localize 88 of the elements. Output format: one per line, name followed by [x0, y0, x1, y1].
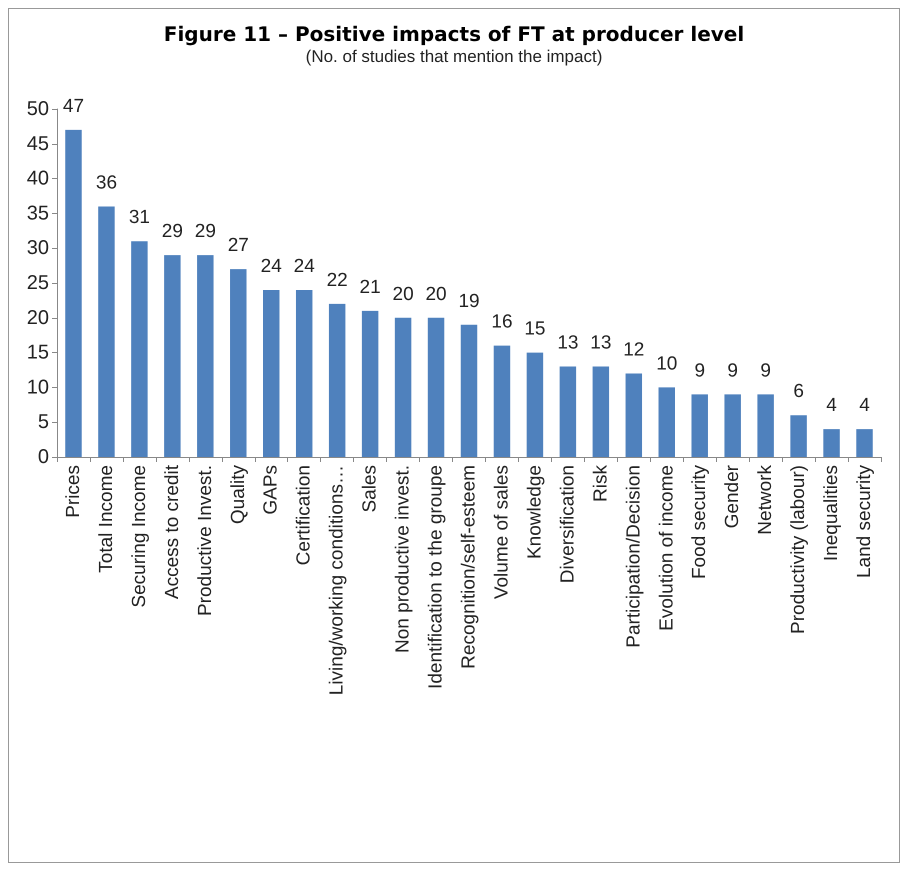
x-tick-label: Living/working conditions…	[326, 465, 348, 696]
x-tick-label: Volume of sales	[491, 465, 512, 600]
bar	[460, 324, 478, 457]
bar	[823, 429, 840, 457]
y-tick-label: 5	[38, 411, 49, 434]
y-tick-label: 35	[26, 202, 49, 224]
y-tick-label: 45	[26, 132, 49, 155]
x-tick-label: Recognition/self-esteem	[458, 465, 480, 669]
bar	[526, 352, 544, 457]
data-label: 9	[727, 360, 738, 382]
data-label: 21	[360, 276, 381, 298]
bar	[328, 304, 346, 457]
bar	[658, 387, 675, 457]
y-tick-label: 0	[38, 446, 49, 468]
data-label: 29	[162, 221, 183, 242]
x-tick-label: Knowledge	[524, 465, 546, 560]
data-label: 4	[859, 395, 870, 416]
data-label: 6	[793, 381, 804, 402]
data-label: 13	[557, 332, 578, 354]
bar	[197, 255, 214, 457]
data-label: 24	[294, 256, 316, 277]
data-label: 27	[228, 235, 249, 256]
x-tick-label: Non productive invest.	[392, 465, 414, 653]
data-label: 20	[425, 284, 447, 305]
data-label: 13	[590, 332, 612, 354]
bar	[428, 318, 444, 457]
y-tick-label: 50	[26, 98, 49, 120]
y-tick-label: 30	[26, 237, 49, 260]
data-label: 22	[326, 270, 348, 291]
bar	[296, 290, 312, 457]
bar	[790, 415, 807, 457]
bar	[394, 318, 412, 457]
chart-title: Figure 11 – Positive impacts of FT at producer level	[164, 22, 744, 46]
bar	[65, 130, 82, 457]
y-tick-label: 20	[26, 306, 49, 329]
x-tick-label: Prices	[62, 465, 84, 518]
x-tick-label: Inequalities	[821, 465, 842, 562]
x-tick-label: Access to credit	[162, 464, 183, 600]
data-label: 19	[458, 290, 480, 312]
bar	[263, 290, 280, 457]
y-tick-label: 10	[26, 376, 49, 398]
x-tick-label: Sales	[360, 465, 381, 513]
bar	[230, 269, 247, 457]
bar	[856, 429, 873, 457]
bar	[757, 394, 774, 457]
bar	[724, 394, 741, 457]
y-tick-label: 25	[26, 272, 49, 294]
x-tick-label: Food security	[689, 464, 710, 580]
data-label: 9	[694, 360, 706, 382]
data-label: 10	[656, 353, 678, 374]
x-tick-label: Participation/Decision	[623, 465, 644, 648]
bar	[98, 206, 115, 457]
bar	[494, 346, 510, 457]
x-tick-label: Productivity (labour)	[788, 465, 810, 634]
data-label: 20	[392, 284, 414, 305]
data-label: 15	[524, 318, 546, 340]
x-tick-label: GAPs	[260, 465, 282, 515]
data-label: 24	[260, 256, 282, 277]
bar	[362, 310, 378, 457]
x-tick-label: Gender	[722, 464, 744, 528]
data-label: 12	[623, 339, 644, 360]
x-tick-label: Evolution of income	[656, 465, 678, 631]
x-tick-label: Identification to the groupe	[426, 465, 447, 689]
bar	[131, 241, 148, 457]
x-tick-label: Network	[755, 464, 776, 535]
data-label: 31	[128, 207, 150, 228]
x-tick-label: Certification	[294, 465, 315, 566]
x-tick-label: Securing Income	[128, 465, 150, 608]
bar	[626, 373, 642, 457]
bar	[560, 366, 576, 457]
y-tick-label: 40	[26, 168, 49, 190]
x-tick-label: Diversification	[557, 465, 578, 584]
bar	[691, 394, 708, 457]
x-tick-label: Quality	[228, 464, 249, 524]
bar	[164, 255, 181, 457]
y-tick-label: 15	[26, 342, 49, 364]
data-label: 9	[760, 360, 771, 382]
bar	[592, 366, 610, 457]
x-tick-label: Total Income	[96, 465, 117, 573]
x-tick-label: Risk	[590, 464, 612, 502]
data-label: 47	[62, 96, 84, 117]
data-label: 29	[194, 221, 216, 242]
x-tick-label: Land security	[854, 464, 876, 578]
data-label: 4	[826, 395, 838, 416]
data-label: 36	[96, 172, 118, 194]
chart-subtitle: (No. of studies that mention the impact)	[306, 47, 602, 66]
x-tick-label: Productive Invest.	[194, 465, 216, 616]
data-label: 16	[491, 312, 513, 333]
